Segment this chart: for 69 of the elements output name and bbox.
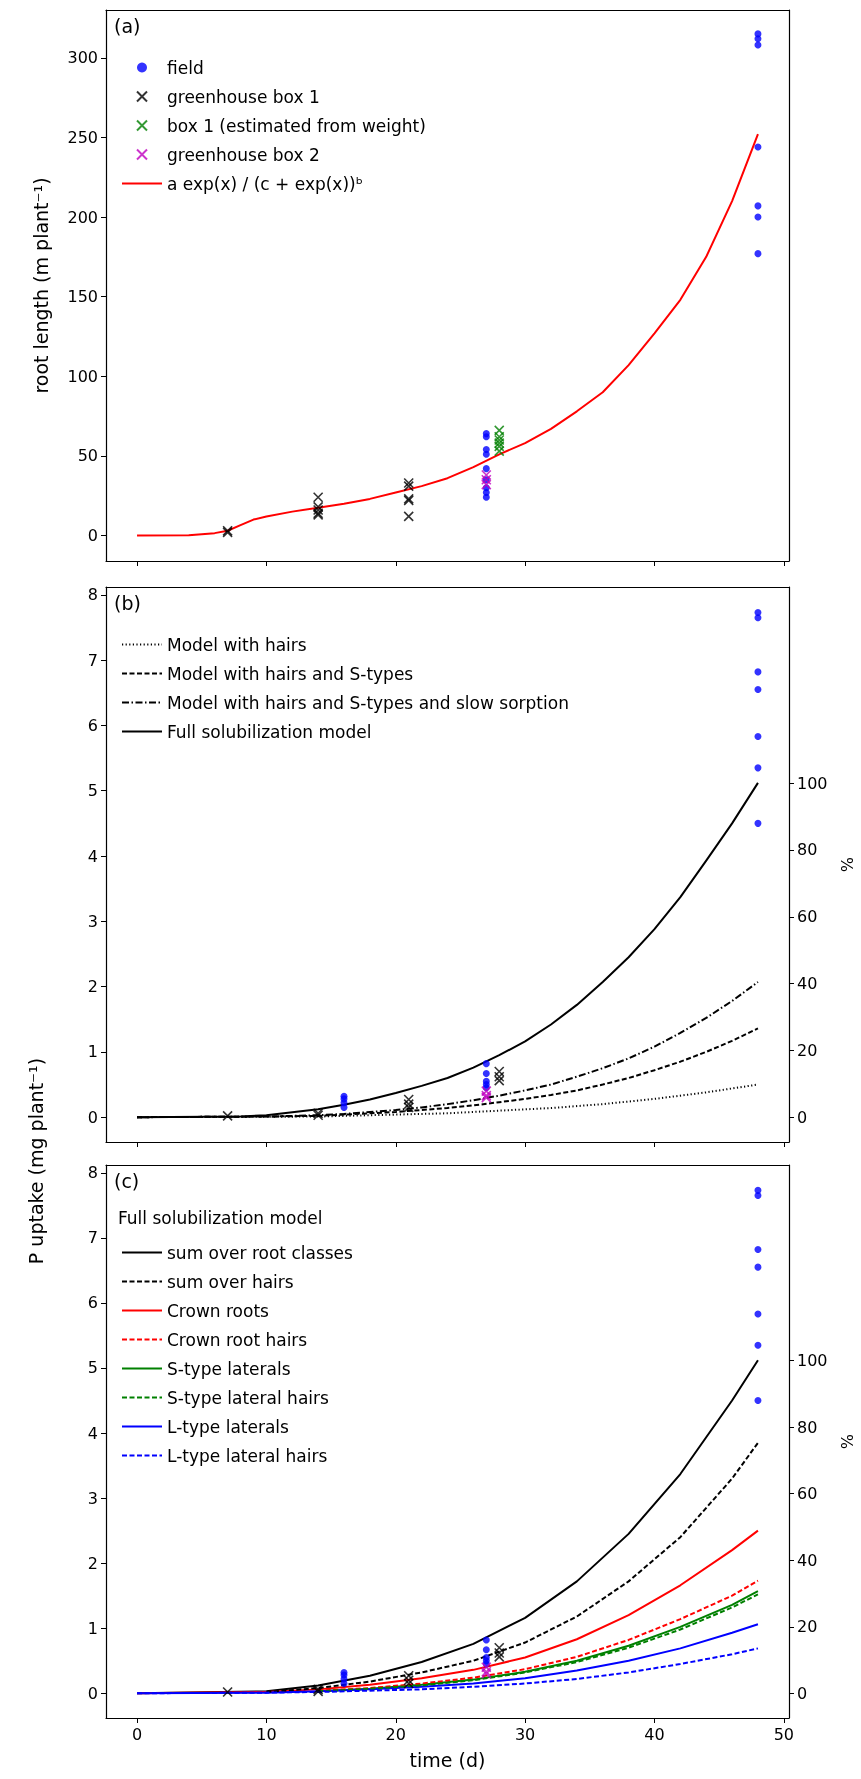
legend-label: greenhouse box 1 [167, 86, 320, 107]
legend-label: sum over hairs [167, 1271, 294, 1292]
legend-label: Model with hairs and S-types and slow sorption [167, 692, 569, 713]
y-tick-label: 8 [87, 585, 98, 605]
y-tick-label: 6 [87, 715, 98, 735]
legend-label: field [167, 57, 204, 78]
legend-label: a exp(x) / (c + exp(x))ᵇ [167, 173, 363, 194]
y-tick-label: 0 [87, 1107, 98, 1127]
y2-tick-label: 20 [797, 1040, 818, 1060]
legend-label: Model with hairs and S-types [167, 663, 414, 684]
legend-title: Full solubilization model [118, 1207, 323, 1228]
x-tick-label: 20 [385, 1724, 406, 1744]
y2-tick-label: 80 [797, 840, 818, 860]
y2-tick-label: 80 [797, 1417, 818, 1437]
y-tick-label: 3 [87, 911, 98, 931]
y-tick-label: 6 [87, 1293, 98, 1313]
y-tick-label: 250 [67, 127, 98, 147]
annotation: (c) [114, 1169, 140, 1192]
y-tick-label: 200 [67, 207, 98, 227]
y-tick-label: 8 [87, 1163, 98, 1183]
legend-label: L-type lateral hairs [167, 1445, 328, 1466]
legend-label: L-type laterals [167, 1416, 290, 1437]
y-tick-label: 0 [87, 1683, 98, 1703]
x-tick-label: 30 [514, 1724, 536, 1744]
x-axis-title: time (d) [409, 1748, 486, 1771]
legend-label: greenhouse box 2 [167, 144, 320, 165]
legend-label: box 1 (estimated from weight) [167, 115, 426, 136]
y-tick-label: 100 [67, 366, 98, 386]
x-tick-label: 40 [644, 1724, 665, 1744]
legend-label: Full solubilization model [167, 721, 372, 742]
y-tick-label: 1 [87, 1618, 98, 1638]
legend-label: Crown root hairs [167, 1329, 308, 1350]
y2-axis-title: % [836, 856, 856, 873]
y-tick-label: 4 [87, 846, 98, 866]
y2-tick-label: 40 [797, 974, 818, 994]
legend-label: Model with hairs [167, 634, 307, 655]
y-tick-label: 150 [67, 287, 98, 307]
y-tick-label: 0 [87, 526, 98, 546]
y2-tick-label: 60 [797, 1484, 818, 1504]
x-tick-label: 0 [131, 1724, 143, 1744]
y-tick-label: 7 [87, 650, 98, 670]
annotation: (b) [114, 591, 141, 614]
y2-tick-label: 60 [797, 907, 818, 927]
y-tick-label: 5 [87, 781, 98, 801]
legend-label: S-type lateral hairs [167, 1387, 330, 1408]
y2-tick-label: 20 [797, 1617, 818, 1637]
y2-tick-label: 0 [797, 1107, 808, 1127]
y-tick-label: 3 [87, 1488, 98, 1508]
annotation: (a) [114, 14, 141, 37]
legend-label: Crown roots [167, 1300, 270, 1321]
y-tick-label: 50 [77, 446, 98, 466]
y-tick-label: 5 [87, 1358, 98, 1378]
x-tick-label: 10 [256, 1724, 277, 1744]
y-tick-label: 7 [87, 1228, 98, 1248]
y2-tick-label: 100 [797, 1350, 828, 1370]
y2-tick-label: 0 [797, 1683, 808, 1703]
y-tick-label: 1 [87, 1042, 98, 1062]
legend-label: sum over root classes [167, 1242, 354, 1263]
y2-axis-title: % [836, 1433, 856, 1450]
y-tick-label: 2 [87, 1553, 98, 1573]
y2-tick-label: 100 [797, 773, 828, 793]
y-axis-title: root length (m plant⁻¹) [29, 177, 52, 394]
legend-label: S-type laterals [167, 1358, 291, 1379]
x-tick-label: 50 [773, 1724, 795, 1744]
y-tick-label: 2 [87, 977, 98, 997]
y-axis-title: P uptake (mg plant⁻¹) [25, 1057, 47, 1265]
y-tick-label: 4 [87, 1423, 98, 1443]
y-tick-label: 300 [67, 48, 98, 68]
y2-tick-label: 40 [797, 1550, 818, 1570]
